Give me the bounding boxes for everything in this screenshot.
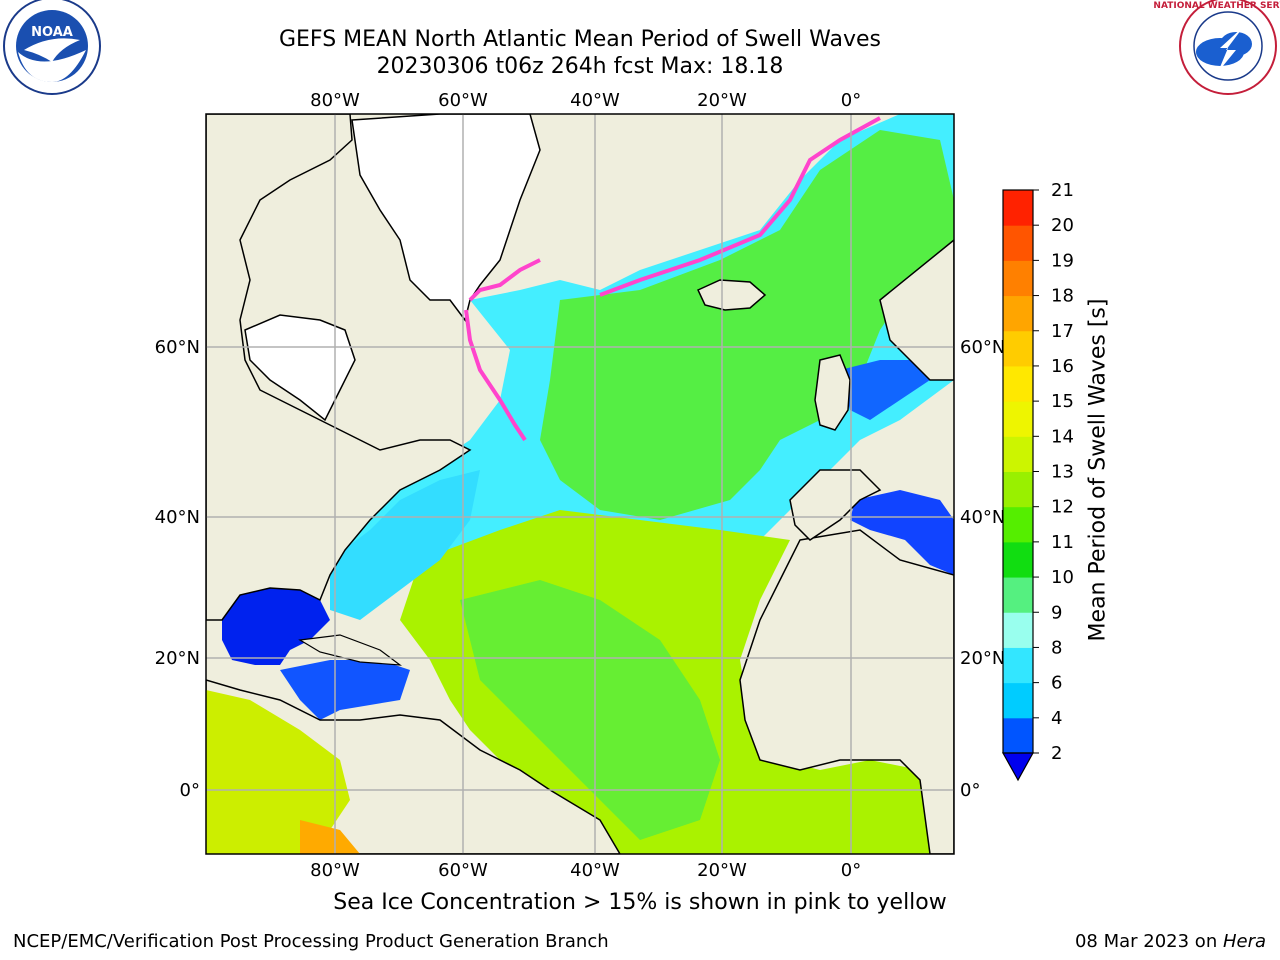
lat-label-left: 0° <box>180 780 200 801</box>
lat-label-right: 60°N <box>960 337 1005 358</box>
sea-ice-edge-labrador <box>464 309 527 442</box>
colorbar-tick-label: 13 <box>1051 462 1074 483</box>
colorbar-tick-label: 19 <box>1051 250 1074 271</box>
nws-logo: NATIONAL WEATHER SERVICE <box>1153 0 1280 95</box>
colorbar-segment <box>1003 436 1033 472</box>
colorbar-segment <box>1003 260 1033 297</box>
sea-ice-edge <box>468 116 881 302</box>
footer-host: Hera <box>1222 931 1266 952</box>
lat-label-left: 60°N <box>155 337 200 358</box>
map-frame <box>205 113 955 855</box>
ocean-green-2 <box>460 580 720 840</box>
colorbar-segment <box>1003 717 1033 754</box>
lat-label-right: 0° <box>960 780 980 801</box>
colorbar-segment <box>1003 471 1033 508</box>
colorbar-segment <box>1003 295 1033 332</box>
lon-label-bottom: 0° <box>841 860 861 881</box>
colorbar-extend-triangle <box>1001 752 1035 782</box>
colorbar <box>1001 189 1035 782</box>
colorbar-tick-label: 4 <box>1051 708 1062 729</box>
colorbar-tick-label: 9 <box>1051 602 1062 623</box>
colorbar-tick-label: 21 <box>1051 180 1074 201</box>
lat-label-left: 20°N <box>155 648 200 669</box>
colorbar-tick-label: 17 <box>1051 321 1074 342</box>
colorbar-tick-label: 6 <box>1051 673 1062 694</box>
colorbar-tick-label: 10 <box>1051 567 1074 588</box>
lat-label-right: 40°N <box>960 507 1005 528</box>
ocean-cyan-coast <box>330 470 480 620</box>
caribbean <box>280 660 410 720</box>
colorbar-segment <box>1003 330 1033 367</box>
footer-date-text: 08 Mar 2023 on <box>1074 931 1223 952</box>
colorbar-segment <box>1003 401 1033 437</box>
iceland <box>697 279 767 311</box>
iberia <box>789 469 882 541</box>
colorbar-tick-label: 2 <box>1051 743 1062 764</box>
colorbar-ticks: 2 4 6 8 9 10 11 12 13 14 15 16 17 18 19 20 21 <box>1033 180 1074 764</box>
colorbar-tick-label: 18 <box>1051 286 1074 307</box>
south-america-ocean <box>206 690 350 854</box>
colorbar-segment <box>1003 225 1033 261</box>
gulf-of-mexico <box>222 588 330 665</box>
colorbar-tick-label: 8 <box>1051 637 1062 658</box>
africa <box>739 529 954 854</box>
lat-label-left: 40°N <box>155 507 200 528</box>
colorbar-segment <box>1003 190 1033 226</box>
noaa-text: NOAA <box>31 25 73 40</box>
lon-label-top: 20°W <box>697 90 747 111</box>
map-area <box>206 114 954 854</box>
colorbar-tick-label: 16 <box>1051 356 1074 377</box>
colorbar-tick-label: 20 <box>1051 215 1074 236</box>
mediterranean <box>850 490 954 575</box>
britain <box>814 354 851 431</box>
colorbar-tick-label: 15 <box>1051 391 1074 412</box>
noaa-logo: NOAA <box>3 0 101 95</box>
pacific-orange <box>300 820 360 854</box>
colorbar-tick-label: 11 <box>1051 532 1074 553</box>
colorbar-title: Mean Period of Swell Waves [s] <box>1085 298 1111 642</box>
nws-ring-text: NATIONAL WEATHER SERVICE <box>1153 1 1280 11</box>
lon-label-top: 0° <box>841 90 861 111</box>
lon-label-top: 40°W <box>570 90 620 111</box>
colorbar-segment <box>1003 682 1033 719</box>
lon-label-bottom: 40°W <box>570 860 620 881</box>
lon-label-bottom: 20°W <box>697 860 747 881</box>
lon-label-bottom: 60°W <box>438 860 488 881</box>
colorbar-segment <box>1003 365 1033 402</box>
footer-date: 08 Mar 2023 on Hera <box>1075 931 1266 952</box>
colorbar-tick-label: 14 <box>1051 426 1074 447</box>
map-title-line1: GEFS MEAN North Atlantic Mean Period of … <box>278 27 881 52</box>
baffin-island <box>244 314 356 422</box>
north-sea <box>840 360 930 420</box>
lon-label-bottom: 80°W <box>310 860 360 881</box>
sea-ice-note: Sea Ice Concentration > 15% is shown in … <box>333 890 947 915</box>
colorbar-segment <box>1003 612 1033 648</box>
footer-credit: NCEP/EMC/Verification Post Processing Pr… <box>13 931 609 952</box>
lon-label-top: 60°W <box>438 90 488 111</box>
colorbar-segment <box>1003 506 1033 543</box>
north-america <box>206 114 472 621</box>
colorbar-segment <box>1003 541 1033 578</box>
map-title-line2: 20230306 t06z 264h fcst Max: 18.18 <box>376 54 784 79</box>
lat-label-right: 20°N <box>960 648 1005 669</box>
colorbar-tick-label: 12 <box>1051 497 1074 518</box>
graticule <box>206 114 954 854</box>
scandinavia <box>879 239 954 381</box>
lon-label-top: 80°W <box>310 90 360 111</box>
colorbar-segment <box>1003 577 1033 613</box>
colorbar-segment <box>1003 647 1033 684</box>
